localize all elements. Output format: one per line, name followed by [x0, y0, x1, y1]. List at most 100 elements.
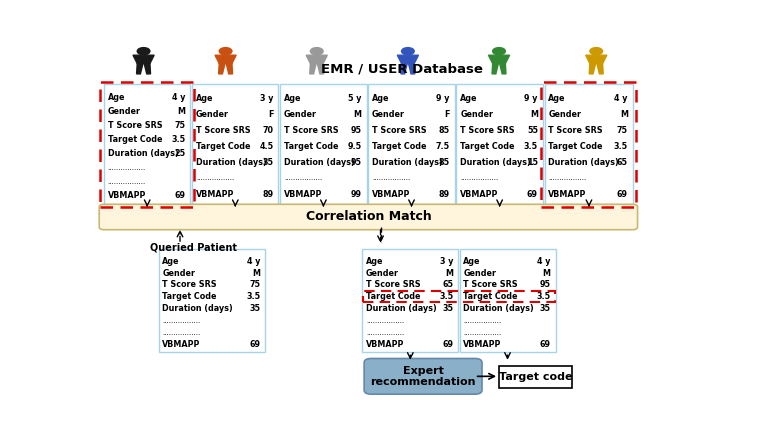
Circle shape	[310, 48, 323, 55]
Text: Duration (days): Duration (days)	[460, 158, 531, 167]
Polygon shape	[597, 63, 603, 74]
Text: 4 y: 4 y	[615, 95, 628, 103]
Text: VBMAPP: VBMAPP	[372, 190, 410, 199]
Text: 35: 35	[249, 304, 260, 313]
FancyBboxPatch shape	[100, 204, 637, 230]
Text: Age: Age	[463, 256, 481, 266]
Polygon shape	[310, 63, 316, 74]
Text: 35: 35	[539, 304, 550, 313]
Text: 3.5: 3.5	[524, 142, 538, 151]
Text: 70: 70	[263, 126, 274, 135]
Text: 4 y: 4 y	[247, 256, 260, 266]
Text: Target Code: Target Code	[372, 142, 426, 151]
Bar	[100, 83, 194, 206]
Text: T Score SRS: T Score SRS	[463, 281, 517, 289]
Text: Age: Age	[548, 95, 566, 103]
Text: 9 y: 9 y	[437, 95, 450, 103]
FancyBboxPatch shape	[364, 359, 482, 394]
Text: Age: Age	[372, 95, 390, 103]
Text: Duration (days): Duration (days)	[107, 149, 179, 158]
Text: VBMAPP: VBMAPP	[366, 340, 405, 349]
Text: Expert
recommendation: Expert recommendation	[370, 366, 476, 387]
Polygon shape	[136, 63, 143, 74]
Bar	[363, 291, 555, 302]
Text: .................: .................	[460, 175, 499, 182]
Text: Duration (days): Duration (days)	[463, 304, 534, 313]
Text: Gender: Gender	[196, 110, 229, 119]
Text: Duration (days): Duration (days)	[366, 304, 437, 313]
Text: M: M	[354, 110, 361, 119]
Text: VBMAPP: VBMAPP	[460, 190, 499, 199]
Text: Correlation Match: Correlation Match	[306, 211, 431, 223]
Text: .................: .................	[196, 175, 234, 182]
Text: M: M	[620, 110, 628, 119]
Text: .................: .................	[366, 330, 405, 336]
Text: VBMAPP: VBMAPP	[548, 190, 586, 199]
Text: Gender: Gender	[366, 268, 399, 277]
Text: 4.5: 4.5	[260, 142, 274, 151]
FancyBboxPatch shape	[362, 249, 459, 352]
Text: Target Code: Target Code	[548, 142, 603, 151]
Text: F: F	[445, 110, 450, 119]
Text: VBMAPP: VBMAPP	[284, 190, 322, 199]
Text: T Score SRS: T Score SRS	[548, 126, 603, 135]
Polygon shape	[408, 63, 415, 74]
Text: 7.5: 7.5	[436, 142, 450, 151]
Text: T Score SRS: T Score SRS	[284, 126, 339, 135]
FancyBboxPatch shape	[192, 84, 278, 205]
Text: Gender: Gender	[107, 107, 140, 116]
Text: 9.5: 9.5	[347, 142, 361, 151]
Polygon shape	[590, 63, 596, 74]
FancyBboxPatch shape	[499, 366, 572, 388]
Text: T Score SRS: T Score SRS	[366, 281, 420, 289]
FancyBboxPatch shape	[545, 84, 633, 205]
Text: T Score SRS: T Score SRS	[372, 126, 426, 135]
Text: Gender: Gender	[460, 110, 493, 119]
Text: 3 y: 3 y	[440, 256, 453, 266]
Text: 35: 35	[442, 304, 453, 313]
Text: 55: 55	[527, 126, 538, 135]
Text: Age: Age	[460, 95, 477, 103]
Text: 4 y: 4 y	[537, 256, 550, 266]
Text: EMR / USER Database: EMR / USER Database	[321, 62, 483, 75]
Text: Gender: Gender	[284, 110, 317, 119]
Text: VBMAPP: VBMAPP	[162, 340, 201, 349]
FancyBboxPatch shape	[104, 84, 191, 205]
Text: .................: .................	[366, 318, 405, 324]
Text: Age: Age	[162, 256, 180, 266]
Text: VBMAPP: VBMAPP	[196, 190, 234, 199]
FancyBboxPatch shape	[459, 249, 556, 352]
Text: VBMAPP: VBMAPP	[463, 340, 502, 349]
Text: T Score SRS: T Score SRS	[460, 126, 515, 135]
Polygon shape	[492, 63, 499, 74]
Text: Target Code: Target Code	[460, 142, 514, 151]
Polygon shape	[397, 55, 419, 63]
Text: 69: 69	[539, 340, 550, 349]
Text: Duration (days): Duration (days)	[284, 158, 354, 167]
Circle shape	[401, 48, 414, 55]
Text: T Score SRS: T Score SRS	[107, 121, 162, 130]
Text: 85: 85	[439, 158, 450, 167]
Text: 3.5: 3.5	[614, 142, 628, 151]
Polygon shape	[488, 55, 510, 63]
Text: .................: .................	[463, 330, 502, 336]
Text: Target Code: Target Code	[366, 293, 420, 301]
Text: 3.5: 3.5	[536, 293, 550, 301]
Text: 69: 69	[442, 340, 453, 349]
Text: 75: 75	[617, 126, 628, 135]
Text: Age: Age	[196, 95, 213, 103]
Text: Gender: Gender	[372, 110, 405, 119]
Text: 85: 85	[439, 126, 450, 135]
Text: Gender: Gender	[463, 268, 496, 277]
Polygon shape	[499, 63, 506, 74]
Text: 89: 89	[439, 190, 450, 199]
Text: Queried Patient: Queried Patient	[150, 243, 237, 252]
Text: 95: 95	[539, 281, 550, 289]
Text: 25: 25	[174, 149, 186, 158]
Polygon shape	[307, 55, 327, 63]
Text: Gender: Gender	[162, 268, 195, 277]
Text: 99: 99	[350, 190, 361, 199]
Text: 95: 95	[350, 158, 361, 167]
Text: .................: .................	[162, 330, 201, 336]
Text: 15: 15	[527, 158, 538, 167]
